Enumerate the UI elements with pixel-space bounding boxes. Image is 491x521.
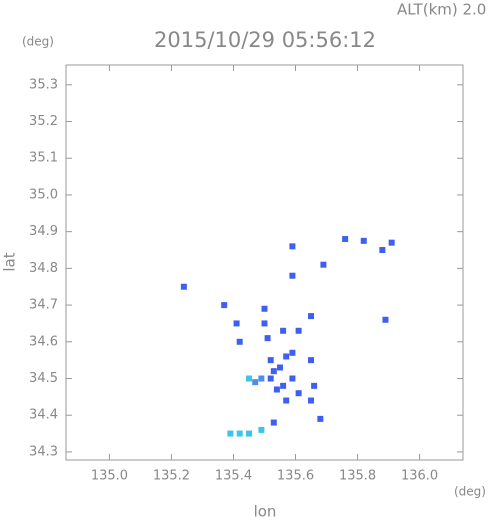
echo-point (236, 338, 243, 345)
echo-point (258, 375, 265, 382)
echo-point (308, 313, 315, 320)
y-tick-label: 34.5 (29, 371, 58, 386)
echo-point (221, 302, 228, 309)
echo-point (233, 320, 240, 327)
echo-point (317, 415, 324, 422)
echo-point (267, 375, 274, 382)
echo-point (388, 239, 395, 246)
echo-point (245, 430, 252, 437)
echo-point (342, 236, 349, 243)
y-tick-label: 35.0 (29, 187, 58, 202)
echo-point (236, 430, 243, 437)
echo-point (261, 305, 268, 312)
x-tick-label: 136.0 (401, 469, 438, 484)
echo-point (264, 335, 271, 342)
echo-point (267, 357, 274, 364)
plot-frame (65, 64, 464, 461)
echo-point (280, 382, 287, 389)
x-axis-unit: (deg) (454, 485, 486, 499)
echo-point (258, 426, 265, 433)
echo-point (261, 320, 268, 327)
y-tick-label: 35.2 (29, 114, 58, 129)
echo-point (289, 243, 296, 250)
echo-point (270, 368, 277, 375)
echo-point (273, 386, 280, 393)
y-tick-label: 35.1 (29, 151, 58, 166)
y-tick-label: 34.4 (29, 408, 58, 423)
echo-point (289, 272, 296, 279)
echo-point (283, 353, 290, 360)
y-tick-label: 35.3 (29, 77, 58, 92)
echo-point (245, 375, 252, 382)
x-tick-label: 135.0 (91, 469, 128, 484)
echo-point (360, 237, 367, 244)
echo-point (289, 375, 296, 382)
echo-point (382, 316, 389, 323)
echo-point (295, 390, 302, 397)
y-axis-unit: (deg) (22, 35, 54, 49)
echo-point (277, 364, 284, 371)
y-axis-label: lat (1, 252, 19, 271)
x-axis-label: lon (254, 503, 277, 521)
echo-point (308, 357, 315, 364)
altitude-label: ALT(km) 2.0 (397, 1, 486, 19)
y-tick-label: 34.7 (29, 298, 58, 313)
echo-point (180, 283, 187, 290)
echo-point (280, 327, 287, 334)
echo-point (379, 247, 386, 254)
echo-point (227, 430, 234, 437)
echo-point (308, 397, 315, 404)
echo-point (283, 397, 290, 404)
echo-point (270, 419, 277, 426)
y-tick-label: 34.6 (29, 334, 58, 349)
x-tick-label: 135.2 (153, 469, 190, 484)
echo-point (295, 327, 302, 334)
x-tick-label: 135.8 (339, 469, 376, 484)
chart-title: 2015/10/29 05:56:12 (154, 28, 376, 52)
y-tick-label: 34.3 (29, 444, 58, 459)
echo-point (252, 379, 259, 386)
echo-point (320, 261, 327, 268)
y-tick-label: 34.9 (29, 224, 58, 239)
x-tick-label: 135.4 (215, 469, 252, 484)
echo-point (289, 349, 296, 356)
echo-point (311, 382, 318, 389)
y-tick-label: 34.8 (29, 261, 58, 276)
x-tick-label: 135.6 (277, 469, 314, 484)
